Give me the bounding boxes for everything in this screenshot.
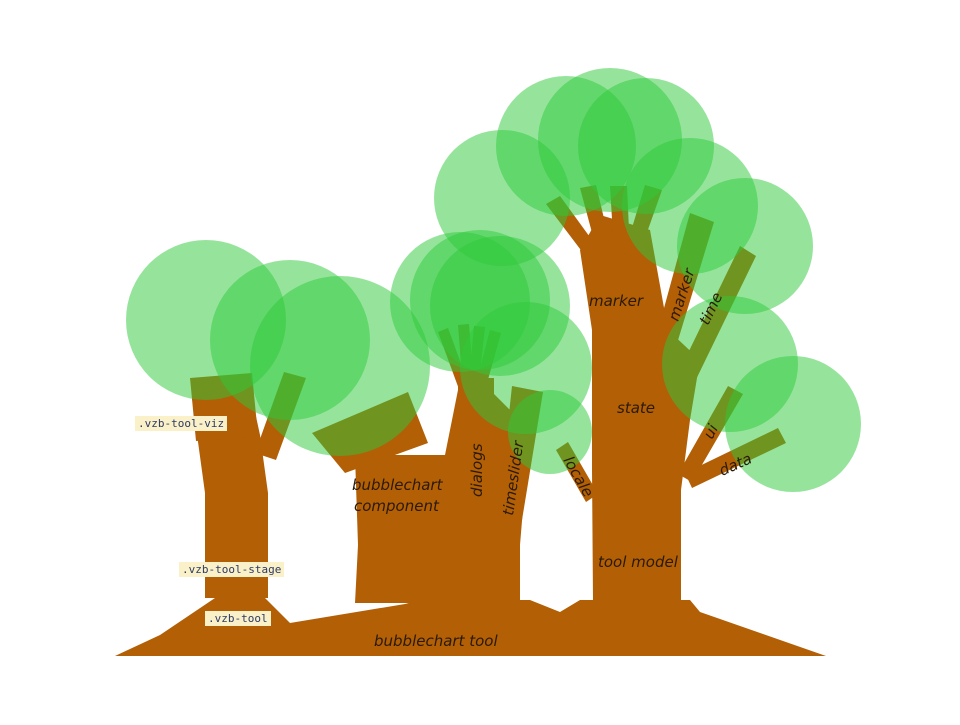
label-dialogs: dialogs (468, 443, 486, 497)
foliage-blob (508, 390, 592, 474)
label-bubblechart-tool: bubblechart tool (374, 632, 498, 650)
foliage-blob (725, 356, 861, 492)
code-tag-vzb-tool-viz: .vzb-tool-viz (135, 416, 228, 431)
label-bubblechart-component-line1: bubblechart (352, 476, 444, 494)
left-tree-trunk (192, 398, 268, 598)
foliage-blob (677, 178, 813, 314)
label-locale: locale (560, 453, 598, 500)
label-bubblechart-component-line2: component (354, 497, 440, 515)
code-tag-vzb-tool-stage: .vzb-tool-stage (179, 562, 285, 577)
right-tree-trunk (580, 215, 700, 600)
label-tool-model: tool model (598, 553, 679, 571)
code-tag-vzb-tool: .vzb-tool (205, 611, 271, 626)
foliage-blob (250, 276, 430, 456)
foliage (126, 68, 861, 492)
label-marker-trunk: marker (589, 292, 644, 310)
label-state: state (617, 399, 655, 417)
ground-base (115, 598, 826, 656)
